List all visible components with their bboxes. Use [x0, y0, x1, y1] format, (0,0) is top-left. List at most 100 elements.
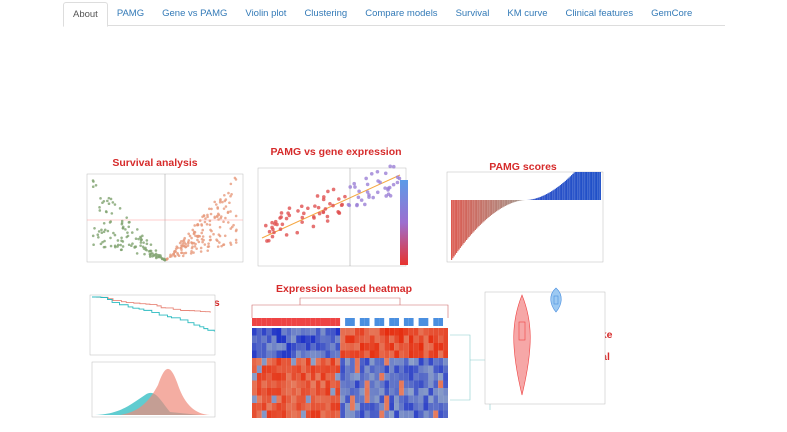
heat-cell — [399, 373, 404, 381]
heat-cell — [413, 328, 419, 336]
point — [306, 206, 310, 211]
heat-cell — [340, 343, 346, 351]
point — [113, 203, 117, 206]
heat-cell — [369, 373, 375, 381]
heat-cell — [296, 373, 301, 381]
bar — [531, 199, 533, 200]
tab[interactable]: KM curve — [507, 8, 548, 19]
point — [101, 240, 104, 244]
point — [348, 185, 353, 189]
tab[interactable]: Survival — [455, 8, 490, 19]
heat-cell — [354, 380, 360, 388]
heat-cell — [305, 358, 311, 366]
heat-cell — [281, 335, 287, 343]
tab[interactable]: Clustering — [304, 8, 348, 19]
bar — [478, 200, 480, 227]
tab[interactable]: PAMG — [116, 8, 145, 19]
heat-cell — [325, 343, 331, 351]
heat-cell — [252, 395, 257, 403]
point — [191, 228, 195, 232]
heat-cell — [443, 335, 448, 343]
heat-cell — [359, 365, 365, 373]
heat-cell — [423, 403, 429, 411]
heat-cell — [286, 373, 292, 381]
tab[interactable]: GemCore — [651, 8, 693, 19]
point — [300, 215, 305, 220]
point — [222, 207, 226, 210]
heat-cell — [325, 373, 331, 381]
point — [189, 252, 193, 255]
bar — [566, 179, 568, 200]
tab[interactable]: Compare models — [365, 8, 438, 19]
heat-cell — [266, 358, 272, 366]
heat-cell — [296, 403, 301, 411]
heat-cell — [369, 388, 375, 396]
point — [195, 247, 198, 250]
point — [99, 242, 103, 246]
heat-cell — [281, 373, 287, 381]
heat-cell — [325, 328, 331, 336]
annotation-cell — [345, 318, 350, 326]
heat-cell — [399, 388, 404, 396]
bar — [543, 195, 545, 200]
point — [160, 256, 163, 260]
heat-cell — [438, 395, 444, 403]
point — [180, 244, 183, 247]
point — [346, 202, 351, 207]
heat-cell — [443, 358, 448, 366]
tab[interactable]: Gene vs PAMG — [162, 8, 228, 19]
point — [284, 233, 289, 237]
bar — [462, 200, 464, 245]
point — [175, 245, 179, 248]
bar — [583, 172, 585, 200]
heat-cell — [389, 373, 395, 381]
point — [113, 233, 117, 237]
annotation-cell — [408, 318, 414, 326]
heat-cell — [443, 328, 448, 336]
heat-cell — [325, 395, 331, 403]
bar — [463, 200, 465, 244]
point — [116, 243, 120, 247]
panel-title: PAMG vs gene expression — [270, 146, 401, 158]
heat-cell — [428, 410, 434, 418]
tab[interactable]: Violin plot — [245, 8, 287, 19]
heat-cell — [276, 365, 282, 373]
tab[interactable]: Clinical features — [565, 8, 634, 19]
heat-cell — [350, 358, 355, 366]
heat-cell — [296, 343, 301, 351]
heat-cell — [271, 410, 277, 418]
heat-cell — [271, 403, 277, 411]
heat-cell — [403, 403, 409, 411]
point — [91, 234, 95, 238]
heat-cell — [315, 335, 321, 343]
point — [378, 180, 382, 185]
heat-cell — [350, 388, 355, 396]
bar — [501, 200, 503, 209]
point — [194, 242, 197, 246]
heat-cell — [291, 410, 297, 418]
heat-cell — [394, 335, 399, 343]
heat-cell — [438, 358, 444, 366]
heat-cell — [350, 403, 355, 411]
point — [201, 215, 204, 219]
point — [139, 236, 143, 240]
heat-cell — [291, 365, 297, 373]
heat-cell — [379, 335, 385, 343]
point — [388, 164, 393, 169]
heat-cell — [266, 335, 272, 343]
heat-cell — [389, 335, 395, 343]
point — [223, 199, 227, 203]
bar — [558, 186, 560, 200]
heat-cell — [443, 373, 448, 381]
point — [207, 242, 210, 245]
heat-cell — [325, 358, 331, 366]
point — [265, 239, 269, 243]
heat-cell — [281, 343, 287, 351]
tab[interactable]: About — [63, 2, 108, 27]
point — [145, 242, 149, 246]
heat-cell — [428, 373, 434, 381]
heat-cell — [345, 350, 350, 358]
heat-cell — [261, 350, 267, 358]
point — [108, 221, 112, 224]
point — [109, 244, 113, 248]
